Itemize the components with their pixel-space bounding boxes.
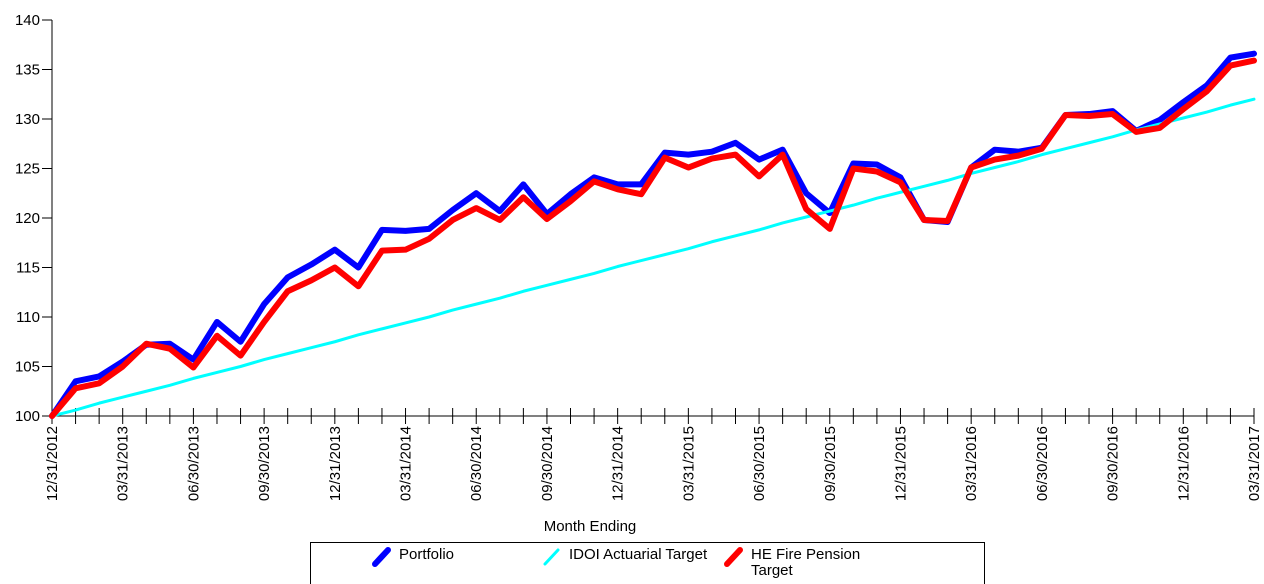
x-tick-label: 12/31/2012	[44, 426, 61, 501]
x-tick-label: 06/30/2015	[751, 426, 768, 501]
y-tick-label: 105	[15, 359, 40, 376]
x-tick-label: 12/31/2014	[610, 426, 627, 501]
x-tick-label: 09/30/2016	[1105, 426, 1122, 501]
series-line	[49, 57, 1257, 419]
y-tick-label: 115	[16, 260, 40, 277]
x-tick-label: 03/31/2016	[963, 426, 980, 501]
legend-label: HE Fire Pension Target	[751, 546, 861, 579]
y-tick-label: 135	[15, 62, 40, 79]
x-tick-label: 06/30/2013	[185, 426, 202, 501]
x-tick-label: 12/31/2016	[1175, 426, 1192, 501]
y-tick-label: 125	[15, 161, 40, 178]
x-tick-label: 09/30/2013	[256, 426, 273, 501]
y-tick-label: 110	[16, 309, 40, 326]
x-tick-label: 03/31/2014	[398, 426, 415, 501]
y-tick-label: 140	[15, 12, 40, 29]
x-tick-label: 09/30/2014	[539, 426, 556, 501]
legend-entry: Portfolio	[371, 547, 454, 567]
legend-swatch	[724, 547, 743, 567]
legend-icon	[724, 547, 743, 567]
x-tick-label: 12/31/2015	[892, 426, 909, 501]
legend-label: IDOI Actuarial Target	[569, 546, 708, 563]
y-tick-label: 120	[15, 210, 40, 227]
x-tick-label: 09/30/2015	[822, 426, 839, 501]
legend-icon	[543, 548, 560, 566]
legend-icon	[372, 547, 391, 567]
y-tick-label: 130	[15, 111, 40, 128]
x-tick-label: 12/31/2013	[327, 426, 344, 501]
legend-swatch	[372, 547, 391, 567]
series-line	[49, 50, 1257, 419]
legend-entry: IDOI Actuarial Target	[541, 547, 707, 567]
x-tick-label: 06/30/2014	[468, 426, 485, 501]
legend-label: Portfolio	[399, 546, 455, 563]
x-tick-label: 03/31/2013	[115, 426, 132, 501]
legend-entry: HE Fire Pension Target	[723, 547, 871, 579]
x-axis-label: Month Ending	[544, 518, 637, 535]
x-tick-label: 03/31/2015	[680, 426, 697, 501]
legend: Portfolio IDOI Actuarial Target HE Fire Pe…	[310, 542, 985, 584]
series-line	[50, 97, 1256, 418]
y-tick-label: 100	[15, 408, 40, 425]
x-tick-label: 03/31/2017	[1246, 426, 1263, 501]
legend-swatch	[543, 548, 560, 566]
x-tick-label: 06/30/2016	[1034, 426, 1051, 501]
